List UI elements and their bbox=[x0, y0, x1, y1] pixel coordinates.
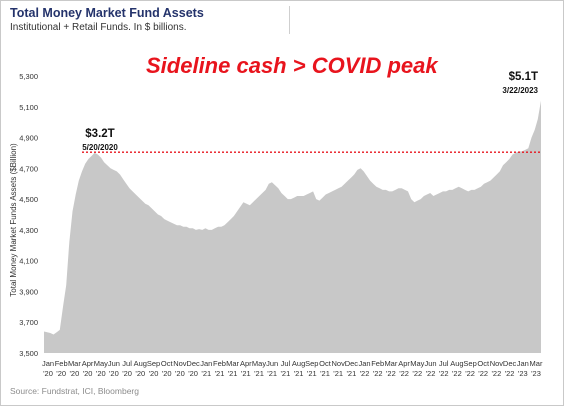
x-tick-month-label: Apr bbox=[398, 359, 410, 368]
header-divider bbox=[289, 6, 290, 34]
x-tick-month-label: Nov bbox=[332, 359, 346, 368]
x-tick-month-label: Oct bbox=[319, 359, 332, 368]
x-tick-year-label: '21 bbox=[281, 369, 291, 378]
y-tick-label: 3,500 bbox=[19, 349, 38, 358]
x-tick-year-label: '21 bbox=[267, 369, 277, 378]
x-tick-month-label: Jun bbox=[266, 359, 278, 368]
x-tick-month-label: Jan bbox=[200, 359, 212, 368]
x-tick-year-label: '22 bbox=[505, 369, 515, 378]
x-tick-year-label: '22 bbox=[373, 369, 383, 378]
y-tick-label: 4,300 bbox=[19, 226, 38, 235]
x-tick-month-label: Jan bbox=[42, 359, 54, 368]
y-tick-label: 3,700 bbox=[19, 318, 38, 327]
x-tick-month-label: Jun bbox=[108, 359, 120, 368]
x-tick-month-label: Mar bbox=[530, 359, 543, 368]
x-tick-year-label: '20 bbox=[149, 369, 159, 378]
x-tick-year-label: '21 bbox=[241, 369, 251, 378]
annotation-value-label: $5.1T bbox=[509, 71, 538, 83]
x-tick-year-label: '22 bbox=[412, 369, 422, 378]
chart-subtitle: Institutional + Retail Funds. In $ billi… bbox=[10, 22, 187, 33]
y-tick-label: 3,900 bbox=[19, 287, 38, 296]
y-tick-label: 5,100 bbox=[19, 103, 38, 112]
x-tick-month-label: May bbox=[252, 359, 266, 368]
x-tick-year-label: '21 bbox=[228, 369, 238, 378]
x-tick-year-label: '21 bbox=[254, 369, 264, 378]
x-tick-month-label: Feb bbox=[371, 359, 384, 368]
x-tick-month-label: May bbox=[94, 359, 108, 368]
y-tick-label: 4,700 bbox=[19, 164, 38, 173]
x-tick-year-label: '22 bbox=[360, 369, 370, 378]
x-tick-month-label: Jan bbox=[358, 359, 370, 368]
y-tick-label: 4,100 bbox=[19, 257, 38, 266]
x-tick-year-label: '21 bbox=[294, 369, 304, 378]
x-tick-month-label: Dec bbox=[345, 359, 359, 368]
x-tick-month-label: Oct bbox=[477, 359, 490, 368]
x-tick-month-label: Nov bbox=[173, 359, 187, 368]
x-tick-month-label: Sep bbox=[147, 359, 160, 368]
x-tick-year-label: '22 bbox=[478, 369, 488, 378]
chart-title: Total Money Market Fund Assets bbox=[10, 6, 204, 20]
x-tick-year-label: '20 bbox=[162, 369, 172, 378]
x-tick-month-label: Aug bbox=[134, 359, 147, 368]
x-tick-year-label: '21 bbox=[347, 369, 357, 378]
x-tick-month-label: Dec bbox=[503, 359, 517, 368]
x-tick-month-label: Mar bbox=[68, 359, 81, 368]
x-tick-month-label: Jul bbox=[439, 359, 449, 368]
x-tick-month-label: May bbox=[410, 359, 424, 368]
x-tick-year-label: '22 bbox=[439, 369, 449, 378]
headline-annotation: Sideline cash > COVID peak bbox=[146, 53, 438, 78]
x-tick-month-label: Jul bbox=[281, 359, 291, 368]
x-tick-month-label: Jan bbox=[517, 359, 529, 368]
x-tick-month-label: Mar bbox=[384, 359, 397, 368]
x-tick-year-label: '20 bbox=[83, 369, 93, 378]
x-tick-month-label: Aug bbox=[292, 359, 305, 368]
x-tick-year-label: '22 bbox=[426, 369, 436, 378]
x-tick-month-label: Sep bbox=[463, 359, 476, 368]
x-tick-year-label: '21 bbox=[307, 369, 317, 378]
x-tick-year-label: '22 bbox=[386, 369, 396, 378]
x-tick-year-label: '22 bbox=[465, 369, 475, 378]
x-tick-year-label: '22 bbox=[399, 369, 409, 378]
x-tick-month-label: Jun bbox=[424, 359, 436, 368]
x-tick-year-label: '23 bbox=[518, 369, 528, 378]
x-tick-month-label: Dec bbox=[186, 359, 200, 368]
x-tick-year-label: '22 bbox=[492, 369, 502, 378]
y-tick-label: 5,300 bbox=[19, 72, 38, 81]
y-tick-label: 4,500 bbox=[19, 195, 38, 204]
annotation-date-label: 5/20/2020 bbox=[82, 143, 118, 152]
x-tick-year-label: '21 bbox=[215, 369, 225, 378]
annotation-value-label: $3.2T bbox=[85, 128, 114, 140]
annotation-date-label: 3/22/2023 bbox=[502, 86, 538, 95]
x-tick-year-label: '20 bbox=[109, 369, 119, 378]
x-tick-month-label: Sep bbox=[305, 359, 318, 368]
x-tick-year-label: '20 bbox=[135, 369, 145, 378]
x-tick-month-label: Feb bbox=[55, 359, 68, 368]
x-tick-year-label: '21 bbox=[320, 369, 330, 378]
x-tick-year-label: '23 bbox=[531, 369, 541, 378]
x-tick-month-label: Apr bbox=[82, 359, 94, 368]
x-tick-year-label: '20 bbox=[122, 369, 132, 378]
x-tick-year-label: '20 bbox=[188, 369, 198, 378]
x-tick-month-label: Mar bbox=[226, 359, 239, 368]
x-tick-year-label: '20 bbox=[175, 369, 185, 378]
x-tick-month-label: Nov bbox=[490, 359, 504, 368]
x-tick-year-label: '20 bbox=[43, 369, 53, 378]
x-tick-year-label: '21 bbox=[333, 369, 343, 378]
x-tick-month-label: Jul bbox=[122, 359, 132, 368]
source-note: Source: Fundstrat, ICI, Bloomberg bbox=[10, 386, 139, 396]
area-series bbox=[44, 100, 541, 353]
x-tick-month-label: Apr bbox=[240, 359, 252, 368]
y-tick-label: 4,900 bbox=[19, 134, 38, 143]
y-axis-label: Total Money Market Funds Assets ($Billio… bbox=[9, 143, 18, 297]
x-tick-year-label: '20 bbox=[96, 369, 106, 378]
x-tick-month-label: Oct bbox=[161, 359, 174, 368]
x-tick-month-label: Aug bbox=[450, 359, 463, 368]
x-tick-month-label: Feb bbox=[213, 359, 226, 368]
x-tick-year-label: '21 bbox=[201, 369, 211, 378]
x-tick-year-label: '20 bbox=[56, 369, 66, 378]
x-tick-year-label: '20 bbox=[70, 369, 80, 378]
x-tick-year-label: '22 bbox=[452, 369, 462, 378]
